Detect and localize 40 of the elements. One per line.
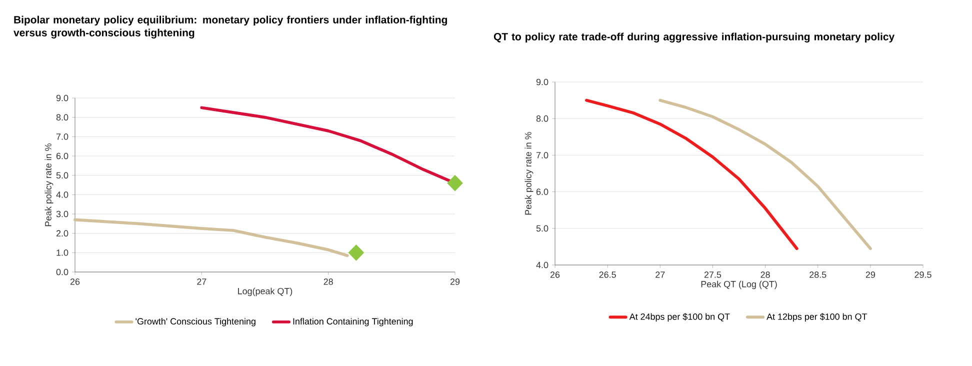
legend-label: At 24bps per $100 bn QT [629,313,730,322]
x-tick-label: 29 [866,272,875,278]
x-tick-label: 26 [70,278,80,285]
y-tick-label: 8.0 [536,115,548,122]
x-tick-label: 28 [324,278,333,285]
y-tick-label: 9.0 [536,78,548,86]
x-tick-label: 29.5 [914,272,932,278]
legend-label: 'Growth' Conscious Tightening [136,318,256,326]
y-axis-title: Peak policy rate in % [524,132,534,215]
y-tick-label: 0.0 [56,268,68,276]
y-tick-label: 5.0 [536,225,548,232]
y-tick-label: 1.0 [56,249,68,256]
y-tick-label: 7.0 [536,152,548,158]
y-tick-label: 3.0 [56,210,68,218]
chart-title: QT to policy rate trade-off during aggressive inflation-pursuing monetary policy [494,32,895,42]
y-tick-label: 6.0 [536,188,548,195]
x-tick-label: 28 [760,272,770,278]
x-tick-label: 27 [197,278,206,285]
y-tick-label: 7.0 [56,133,68,140]
legend-label: At 12bps per $100 bn QT [766,313,868,322]
x-tick-label: 27 [656,272,665,278]
y-tick-label: 8.0 [56,114,68,121]
line-series [585,98,798,250]
line-series [658,98,872,250]
x-tick-label: 26 [550,272,560,278]
x-axis-title: Log(peak QT) [238,288,292,296]
x-tick-label: 26.5 [599,272,616,278]
x-tick-label: 27.5 [704,272,722,278]
x-axis-title: Peak QT (Log (QT) [701,280,777,290]
x-tick-label: 29 [450,278,460,285]
y-tick-label: 4.0 [536,262,548,268]
x-tick-label: 28.5 [810,272,826,278]
y-tick-label: 5.0 [56,172,68,179]
legend-label: Inflation Containing Tightening [293,318,413,326]
y-tick-label: 4.0 [56,191,68,198]
y-axis-title: Peak policy rate in % [44,143,54,226]
chart-title: Bipolar monetary policy equilibrium: monetary policy frontiers under inflation-fighting versus growth-conscious tightening [14,16,447,39]
y-tick-label: 2.0 [56,230,68,237]
y-tick-label: 6.0 [56,152,68,160]
y-tick-label: 9.0 [56,94,68,102]
